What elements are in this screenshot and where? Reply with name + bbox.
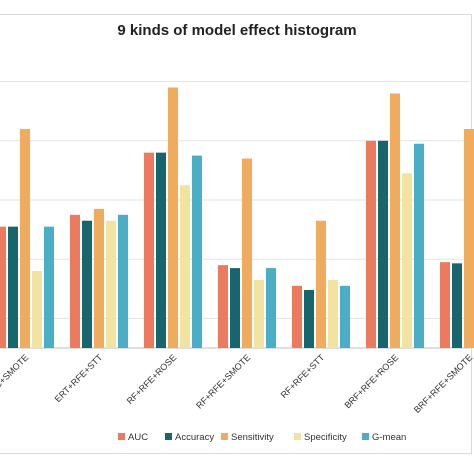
bar <box>414 143 424 348</box>
bar <box>156 152 166 348</box>
bar <box>20 128 30 348</box>
legend-swatch <box>362 433 369 440</box>
bar <box>230 268 240 348</box>
bar <box>328 279 338 348</box>
bar <box>44 226 54 348</box>
chart-title: 9 kinds of model effect histogram <box>117 22 357 39</box>
bar <box>242 158 252 348</box>
legend-item: Sensitivity <box>221 432 274 443</box>
x-tick-label: SVC+SMOTE <box>0 352 30 399</box>
bar <box>464 128 474 348</box>
legend-swatch <box>165 433 172 440</box>
bar <box>106 220 116 348</box>
legend-label: AUC <box>128 432 148 443</box>
legend-item: Accuracy <box>165 432 214 443</box>
x-tick-label: RF+RFE+SMOTE <box>194 352 252 410</box>
bar <box>266 268 276 348</box>
x-tick-label: ERT+RFE+STT <box>53 352 105 404</box>
legend-item: G-mean <box>362 432 406 443</box>
legend-swatch <box>221 433 228 440</box>
bar <box>440 262 450 348</box>
legend-label: Specificity <box>304 432 347 443</box>
x-tick-label: BRF+RFE+SMOTE <box>412 352 474 415</box>
bar <box>402 173 412 348</box>
bar <box>118 214 128 348</box>
legend-swatch <box>118 433 125 440</box>
legend-swatch <box>294 433 301 440</box>
x-tick-labels: SVC+SMOTE ERT+RFE+STT RF+RFE+ROSE RF+RFE+SM… <box>0 352 474 415</box>
bar <box>192 155 202 348</box>
bar <box>378 140 388 348</box>
x-tick-label: RF+RFE+ROSE <box>125 352 179 406</box>
bars <box>0 87 474 349</box>
legend: AUC Accuracy Sensitivity Specificity G-mean <box>118 432 406 443</box>
bar <box>366 140 376 348</box>
bar <box>70 214 80 348</box>
legend-item: AUC <box>118 432 148 443</box>
legend-label: G-mean <box>372 432 406 443</box>
bar <box>144 152 154 348</box>
bar <box>390 93 400 348</box>
x-tick-label: RF+RFE+STT <box>279 352 327 400</box>
bar <box>82 220 92 348</box>
bar <box>218 265 228 348</box>
bar <box>304 289 314 348</box>
legend-label: Accuracy <box>175 432 214 443</box>
bar <box>340 285 350 348</box>
bar <box>452 263 462 348</box>
legend-label: Sensitivity <box>231 432 274 443</box>
bar <box>0 226 6 348</box>
bar <box>254 279 264 348</box>
bar <box>8 226 18 348</box>
bar <box>316 220 326 348</box>
bar <box>292 285 302 348</box>
legend-item: Specificity <box>294 432 347 443</box>
bar <box>180 185 190 348</box>
bar <box>94 208 104 348</box>
bar <box>168 87 178 349</box>
x-tick-label: BRF+RFE+ROSE <box>342 352 400 410</box>
bar <box>32 271 42 348</box>
